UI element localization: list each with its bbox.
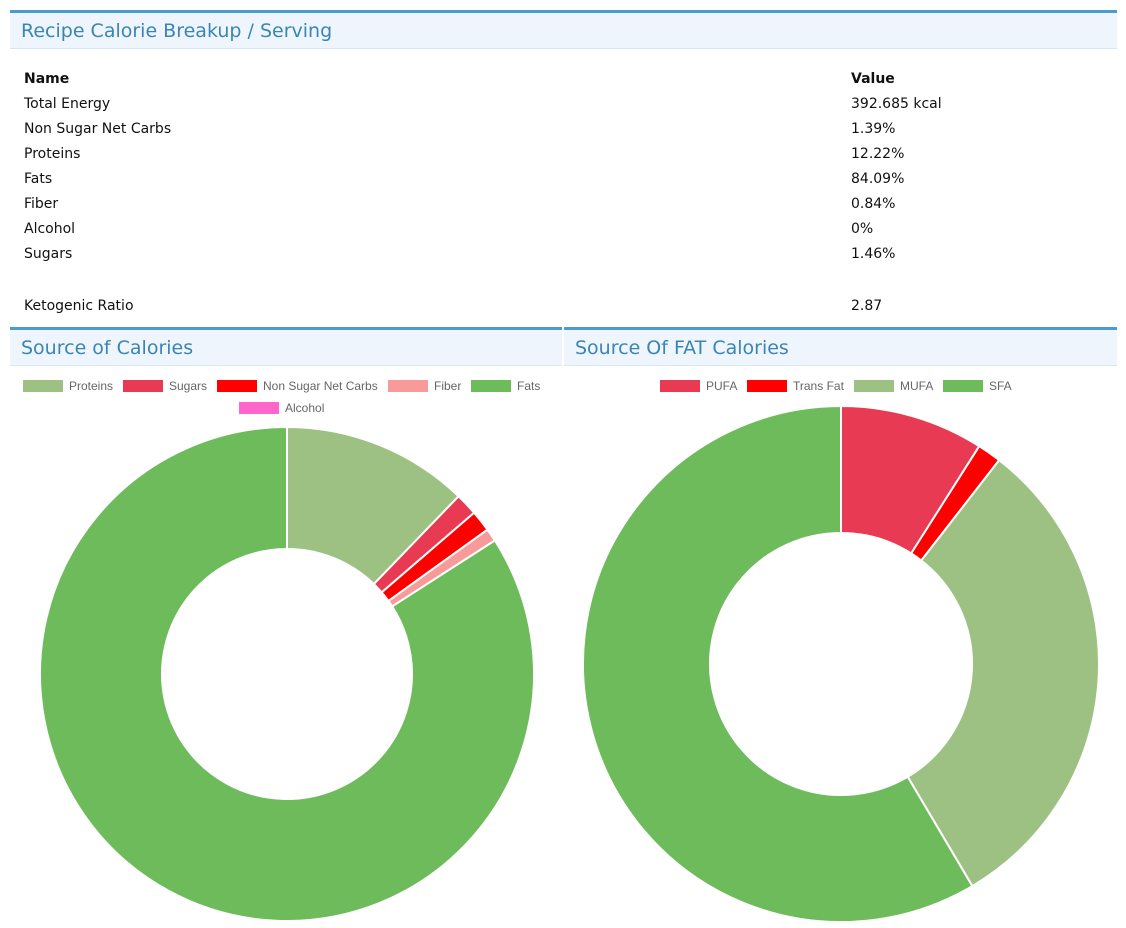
slice-non-sugar-net-carbs[interactable] xyxy=(380,511,489,603)
row-value: 392.685 kcal xyxy=(851,96,942,112)
legend-item-proteins[interactable]: Proteins xyxy=(23,379,113,393)
row-value: 1.39% xyxy=(851,121,896,137)
name-column-header: Name xyxy=(24,71,70,87)
calorie-breakup-title: Recipe Calorie Breakup / Serving xyxy=(21,19,333,42)
slice-trans-fat[interactable] xyxy=(909,444,1001,562)
row-value: 1.46% xyxy=(851,246,896,262)
row-value: 0.84% xyxy=(851,196,896,212)
legend-label: Fats xyxy=(517,379,541,393)
legend-swatch xyxy=(471,380,511,392)
legend-swatch xyxy=(239,402,279,414)
table-row: Fats 84.09% xyxy=(24,167,1114,192)
legend-item-alcohol[interactable]: Alcohol xyxy=(239,401,324,415)
row-name: Non Sugar Net Carbs xyxy=(24,121,172,137)
legend-item-fats[interactable]: Fats xyxy=(471,379,540,393)
calorie-breakup-header: Recipe Calorie Breakup / Serving xyxy=(10,10,1117,49)
legend-label: Sugars xyxy=(169,379,208,393)
row-value: 12.22% xyxy=(851,146,905,162)
row-name: Alcohol xyxy=(24,221,76,237)
slice-fats[interactable] xyxy=(39,425,535,922)
calories-legend: Proteins Sugars Non Sugar Net Carbs Fiber Fa… xyxy=(10,327,562,427)
legend-swatch xyxy=(747,380,787,392)
legend-item-trans-fat[interactable]: Trans Fat xyxy=(747,379,844,393)
row-name: Fats xyxy=(24,171,53,187)
legend-label: Fiber xyxy=(434,379,462,393)
legend-swatch xyxy=(123,380,163,392)
table-row: Proteins 12.22% xyxy=(24,142,1114,167)
slice-pufa[interactable] xyxy=(840,404,981,555)
row-name: Total Energy xyxy=(24,96,111,112)
legend-swatch xyxy=(217,380,257,392)
legend-item-mufa[interactable]: MUFA xyxy=(854,379,933,393)
legend-item-pufa[interactable]: PUFA xyxy=(660,379,737,393)
source-of-fat-title: Source Of FAT Calories xyxy=(575,336,789,359)
slice-sfa[interactable] xyxy=(582,404,974,923)
legend-label: SFA xyxy=(989,379,1012,393)
legend-swatch xyxy=(943,380,983,392)
source-of-fat-panel: Source Of FAT Calories PUFA Trans Fat MUFA… xyxy=(564,327,1117,927)
source-of-fat-header: Source Of FAT Calories xyxy=(564,327,1117,366)
legend-item-non-sugar-net-carbs[interactable]: Non Sugar Net Carbs xyxy=(217,379,378,393)
row-value: 84.09% xyxy=(851,171,905,187)
table-row: Alcohol 0% xyxy=(24,217,1114,242)
row-name: Fiber xyxy=(24,196,59,212)
legend-label: MUFA xyxy=(900,379,934,393)
slice-sugars[interactable] xyxy=(372,494,476,594)
legend-swatch xyxy=(388,380,428,392)
legend-label: Non Sugar Net Carbs xyxy=(263,379,378,393)
legend-label: Trans Fat xyxy=(793,379,844,393)
table-row: Sugars 1.46% xyxy=(24,242,1114,267)
source-of-calories-panel: Source of Calories Proteins Sugars Non Sug… xyxy=(10,327,562,927)
legend-swatch xyxy=(23,380,63,392)
value-column-header: Value xyxy=(851,71,895,87)
legend-item-fiber[interactable]: Fiber xyxy=(388,379,461,393)
source-of-calories-title: Source of Calories xyxy=(21,336,194,359)
calorie-breakup-panel: Recipe Calorie Breakup / Serving Name Va… xyxy=(10,10,1117,320)
row-name: Sugars xyxy=(24,246,73,262)
legend-swatch xyxy=(660,380,700,392)
row-value: 0% xyxy=(851,221,874,237)
legend-label: PUFA xyxy=(706,379,738,393)
ketogenic-ratio-value: 2.87 xyxy=(851,298,883,314)
legend-swatch xyxy=(854,380,894,392)
table-row: Total Energy 392.685 kcal xyxy=(24,92,1114,117)
ketogenic-ratio-row: Ketogenic Ratio 2.87 xyxy=(24,294,1114,319)
table-row: Non Sugar Net Carbs 1.39% xyxy=(24,117,1114,142)
breakup-table: Name Value Total Energy 392.685 kcal Non… xyxy=(24,67,1114,319)
slice-fiber[interactable] xyxy=(387,528,497,608)
fat-legend: PUFA Trans Fat MUFA SFA xyxy=(564,327,1117,427)
legend-item-sfa[interactable]: SFA xyxy=(943,379,1012,393)
row-name: Proteins xyxy=(24,146,81,162)
legend-item-sugars[interactable]: Sugars xyxy=(123,379,207,393)
legend-label: Alcohol xyxy=(285,401,325,415)
source-of-calories-header: Source of Calories xyxy=(10,327,562,366)
breakup-table-header: Name Value xyxy=(24,67,1114,92)
ketogenic-ratio-label: Ketogenic Ratio xyxy=(24,298,134,314)
legend-label: Proteins xyxy=(69,379,114,393)
slice-proteins[interactable] xyxy=(286,425,460,586)
slice-mufa[interactable] xyxy=(906,458,1100,888)
table-row: Fiber 0.84% xyxy=(24,192,1114,217)
